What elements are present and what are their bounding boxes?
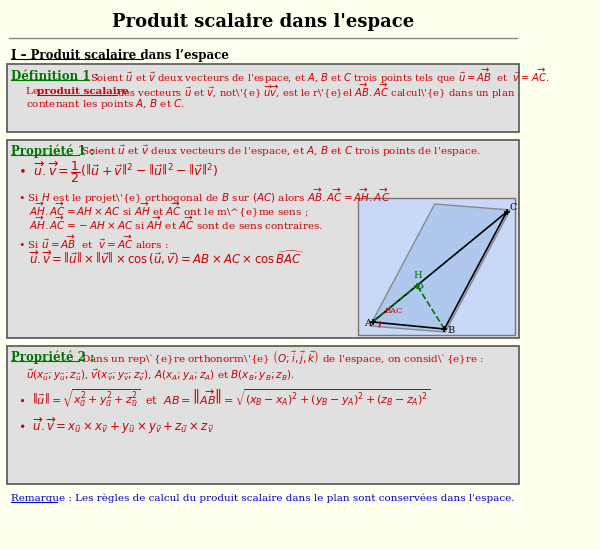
Text: contenant les points $A$, $B$ et $C$.: contenant les points $A$, $B$ et $C$. bbox=[26, 97, 185, 111]
Text: $\bullet$  $\overrightarrow{u}.\overrightarrow{v}=x_{\vec{u}}\times x_{\vec{v}}+: $\bullet$ $\overrightarrow{u}.\overright… bbox=[17, 416, 214, 436]
Text: H: H bbox=[413, 271, 422, 279]
FancyBboxPatch shape bbox=[7, 64, 519, 132]
Text: Définition 1 :: Définition 1 : bbox=[11, 69, 99, 82]
Text: Propriété 2 :: Propriété 2 : bbox=[11, 350, 95, 364]
Text: C: C bbox=[509, 203, 517, 212]
Text: $\bullet$ Si $\vec{u}=\overrightarrow{AB}$  et  $\vec{v}=\overrightarrow{AC}$ al: $\bullet$ Si $\vec{u}=\overrightarrow{AB… bbox=[17, 233, 169, 251]
FancyBboxPatch shape bbox=[358, 198, 515, 335]
Text: Soient $\vec{u}$ et $\vec{v}$ deux vecteurs de l'espace, et $A$, $B$ et $C$ troi: Soient $\vec{u}$ et $\vec{v}$ deux vecte… bbox=[80, 143, 480, 159]
FancyBboxPatch shape bbox=[7, 140, 519, 338]
Text: B: B bbox=[447, 326, 454, 335]
Text: BAC: BAC bbox=[385, 307, 403, 315]
Text: $\bullet$  $\left\|\vec{u}\right\|=\sqrt{x_{\vec{u}}^2+y_{\vec{u}}^2+z_{\vec{u}}: $\bullet$ $\left\|\vec{u}\right\|=\sqrt{… bbox=[17, 387, 430, 409]
Text: A: A bbox=[364, 319, 371, 328]
Text: $\bullet$ Si $H$ est le projet\'{e} orthogonal de $B$ sur $(AC)$ alors $\overrig: $\bullet$ Si $H$ est le projet\'{e} orth… bbox=[17, 186, 390, 206]
Text: I – Produit scalaire dans l’espace: I – Produit scalaire dans l’espace bbox=[11, 48, 229, 62]
Text: $\overrightarrow{u}.\overrightarrow{v}=\left\|\vec{u}\right\|\times\left\|\vec{v: $\overrightarrow{u}.\overrightarrow{v}=\… bbox=[29, 249, 305, 267]
FancyBboxPatch shape bbox=[7, 346, 519, 484]
Text: Remarque : Les règles de calcul du produit scalaire dans le plan sont conservées: Remarque : Les règles de calcul du produ… bbox=[11, 493, 514, 503]
Text: $\bullet$  $\overrightarrow{u}.\overrightarrow{v}=\dfrac{1}{2}\left(\left\|\vec{: $\bullet$ $\overrightarrow{u}.\overright… bbox=[17, 159, 218, 185]
Text: Soient $\vec{u}$ et $\vec{v}$ deux vecteurs de l'espace, et $A$, $B$ et $C$ troi: Soient $\vec{u}$ et $\vec{v}$ deux vecte… bbox=[90, 66, 550, 86]
Polygon shape bbox=[370, 204, 510, 332]
Text: Propriété 1 :: Propriété 1 : bbox=[11, 144, 95, 158]
Text: Dans un rep\`{e}re orthonorm\'{e} $\left(O;\vec{i},\vec{j},\vec{k}\right)$ de l': Dans un rep\`{e}re orthonorm\'{e} $\left… bbox=[80, 348, 484, 366]
Text: $\vec{u}(x_{\vec{u}};y_{\vec{u}};z_{\vec{u}})$, $\vec{v}(x_{\vec{v}};y_{\vec{v}}: $\vec{u}(x_{\vec{u}};y_{\vec{u}};z_{\vec… bbox=[26, 367, 295, 383]
Text: Le: Le bbox=[26, 86, 43, 96]
Text: $\overrightarrow{AH}.\overrightarrow{AC}=-AH\times AC$ si $\overrightarrow{AH}$ : $\overrightarrow{AH}.\overrightarrow{AC}… bbox=[29, 214, 323, 232]
Text: Produit scalaire dans l'espace: Produit scalaire dans l'espace bbox=[112, 13, 414, 31]
Text: $\overrightarrow{AH}.\overrightarrow{AC}=AH\times AC$ si $\overrightarrow{AH}$ e: $\overrightarrow{AH}.\overrightarrow{AC}… bbox=[29, 200, 308, 219]
Text: des vecteurs $\vec{u}$ et $\vec{v}$, not\'{e} $\overrightarrow{u}\overrightarrow: des vecteurs $\vec{u}$ et $\vec{v}$, not… bbox=[118, 81, 516, 101]
Text: produit scalaire: produit scalaire bbox=[37, 86, 128, 96]
